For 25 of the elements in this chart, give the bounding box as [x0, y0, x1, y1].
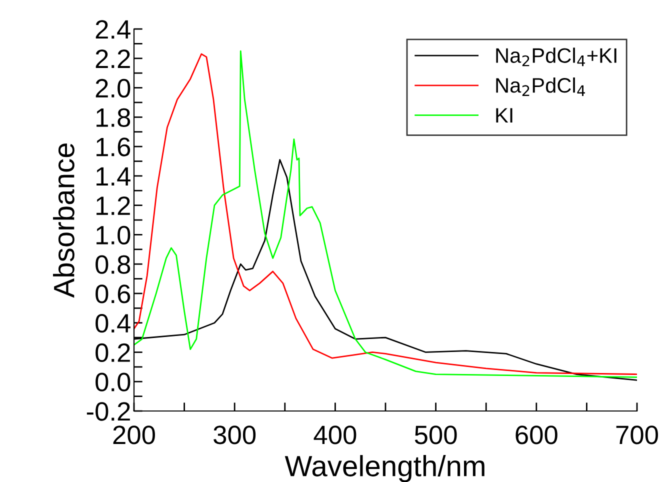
y-tick-label: 1.4 — [96, 167, 130, 186]
y-tick-label: 0.6 — [96, 284, 130, 304]
y-tick-label: -0.2 — [86, 402, 130, 421]
x-tick-label: 700 — [616, 426, 658, 444]
legend-label: KI — [496, 108, 512, 123]
x-tick-label: 600 — [516, 426, 558, 444]
x-tick-label: 400 — [314, 426, 356, 444]
x-axis-title: Wavelength/nm — [284, 455, 484, 482]
x-tick-label: 200 — [113, 426, 155, 444]
y-tick-label: 2.2 — [96, 50, 130, 68]
legend-label: Na$_{2}$PdCl$_{4}$+KI — [496, 48, 616, 66]
y-tick-label: 1.6 — [96, 138, 130, 156]
y-tick-label: 0.4 — [96, 314, 130, 333]
legend-label: Na$_{2}$PdCl$_{4}$ — [496, 77, 585, 96]
x-tick-label: 500 — [414, 426, 457, 444]
y-tick-label: 1.0 — [96, 226, 130, 245]
y-tick-label: 1.2 — [96, 196, 130, 215]
y-tick-label: 2.4 — [96, 20, 130, 39]
y-axis-title: Absorbance — [53, 143, 74, 298]
y-tick-label: 2.0 — [96, 78, 130, 98]
y-tick-label: 1.8 — [96, 108, 130, 127]
y-tick-label: 0.8 — [96, 255, 130, 274]
x-tick-label: 300 — [214, 426, 256, 444]
y-tick-label: 0.0 — [96, 372, 130, 392]
y-tick-label: 0.2 — [96, 343, 130, 362]
